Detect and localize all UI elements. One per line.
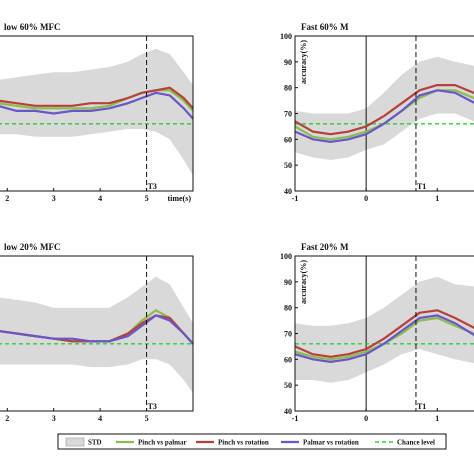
legend: STD Pinch vs palmar Pinch vs rotation Palma…	[57, 433, 447, 450]
y-tick-label: 90	[284, 58, 292, 67]
panel-title: low 60% MFC	[4, 22, 61, 32]
x-tick-label: 0	[364, 194, 368, 203]
y-axis-label: accuracy(%)	[299, 260, 308, 304]
x-tick-label: 3	[52, 414, 56, 423]
marker-label: T1	[417, 182, 426, 191]
x-tick-label: 1	[435, 414, 439, 423]
x-tick-label: 2	[5, 414, 9, 423]
std-band	[295, 56, 474, 160]
y-tick-label: 100	[280, 32, 292, 41]
y-tick-label: 70	[284, 110, 292, 119]
y-tick-label: 80	[284, 304, 292, 313]
panel-4: Fast 20% M T1 -1 0 1 40 50 60 70 80 90 100 accuracy(…	[280, 242, 474, 423]
x-tick-label: 1	[435, 194, 439, 203]
marker-label: T3	[148, 402, 157, 411]
panels: low 60% MFC T3 2 3 4 5 time(s) Fast 60% M T1 -1 0 1…	[0, 22, 474, 423]
marker-label: T3	[148, 182, 157, 191]
y-tick-label: 100	[280, 252, 292, 261]
series-line-pinch-vs-rotation	[294, 309, 474, 358]
y-tick-label: 70	[284, 330, 292, 339]
legend-label: STD	[88, 439, 102, 447]
panel-2: Fast 60% M T1 -1 0 1 40 50 60 70 80 90 100 accuracy(…	[280, 22, 474, 203]
y-tick-label: 50	[284, 381, 292, 390]
legend-label: Chance level	[397, 439, 435, 447]
legend-swatch	[65, 437, 85, 447]
panel-1: low 60% MFC T3 2 3 4 5 time(s)	[0, 22, 194, 203]
legend-item: Pinch vs rotation	[196, 439, 269, 447]
y-tick-label: 50	[284, 161, 292, 170]
y-axis-label: accuracy(%)	[299, 40, 308, 84]
series-line-pinch-vs-rotation	[294, 84, 474, 136]
plot-frame	[0, 35, 194, 192]
legend-label: Pinch vs rotation	[218, 439, 269, 447]
x-tick-label: -1	[292, 414, 299, 423]
marker-label: T1	[417, 402, 426, 411]
series-line-pinch-vs-rotation	[0, 86, 194, 110]
legend-item: Chance level	[375, 439, 435, 447]
x-tick-label: 4	[98, 194, 102, 203]
panel-title: Fast 20% M	[301, 242, 349, 252]
x-tick-label: 5	[145, 414, 149, 423]
y-tick-label: 90	[284, 278, 292, 287]
series-line-palmar-vs-rotation	[0, 91, 194, 120]
x-axis-label: time(s)	[167, 194, 191, 203]
std-band	[0, 48, 193, 176]
legend-item: Pinch vs palmar	[116, 439, 187, 447]
legend-box	[57, 433, 447, 450]
y-tick-label: 40	[284, 187, 292, 196]
y-tick-label: 60	[284, 135, 292, 144]
x-tick-label: 4	[98, 414, 102, 423]
plot-frame	[0, 255, 194, 412]
panel-title: Fast 60% M	[301, 22, 349, 32]
series-line-pinch-vs-palmar	[0, 89, 194, 112]
panel-title: low 20% MFC	[4, 242, 61, 252]
legend-label: Palmar vs rotation	[303, 439, 359, 447]
std-band	[0, 276, 193, 393]
series-line-palmar-vs-rotation	[294, 314, 474, 363]
y-tick-label: 40	[284, 407, 292, 416]
series-line-palmar-vs-rotation	[0, 314, 194, 345]
legend-label: Pinch vs palmar	[138, 439, 187, 447]
legend-item: STD	[65, 437, 102, 447]
x-tick-label: 5	[145, 194, 149, 203]
x-tick-label: 2	[5, 194, 9, 203]
y-tick-label: 80	[284, 84, 292, 93]
std-band	[295, 276, 474, 383]
y-tick-label: 60	[284, 355, 292, 364]
x-tick-label: -1	[292, 194, 299, 203]
legend-item: Palmar vs rotation	[281, 439, 359, 447]
series-line-palmar-vs-rotation	[294, 89, 474, 143]
x-tick-label: 3	[52, 194, 56, 203]
x-tick-label: 0	[364, 414, 368, 423]
panel-3: low 20% MFC T3 2 3 4 5	[0, 242, 194, 423]
